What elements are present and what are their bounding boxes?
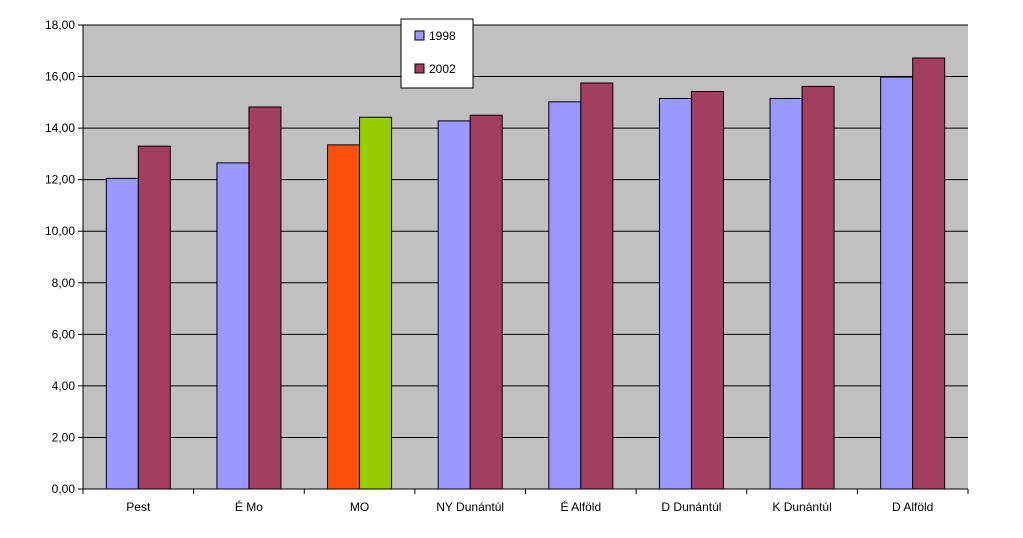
legend-box	[400, 18, 474, 89]
bar-2002-4	[580, 82, 614, 490]
legend-label-1998: 1998	[429, 29, 456, 43]
bar-1998-4	[548, 101, 582, 490]
y-tick-label: 16,00	[45, 70, 75, 84]
bar-1998-6	[769, 97, 803, 490]
x-tick-label: Pest	[126, 500, 151, 514]
y-axis-ticks: 0,00 2,00 4,00 6,00 8,00 10,00 12,00 14,00 16,00…	[45, 18, 83, 496]
y-tick-label: 12,00	[45, 173, 75, 187]
x-tick-label: K Dunántúl	[772, 500, 831, 514]
y-tick-label: 14,00	[45, 121, 75, 135]
bar-2002-2	[359, 116, 393, 490]
legend-swatch-2002	[414, 63, 425, 74]
plot-area	[83, 25, 968, 489]
legend: 1998 2002	[400, 18, 474, 89]
y-tick-label: 2,00	[52, 430, 76, 444]
x-tick-label: D Alföld	[892, 500, 933, 514]
bar-2002-5	[690, 91, 724, 490]
bar-1998-1	[216, 162, 250, 490]
bar-1998-7	[880, 76, 914, 490]
bar-1998-0	[105, 177, 139, 490]
y-tick-label: 4,00	[52, 379, 76, 393]
bar-1998-2	[327, 144, 361, 490]
y-tick-label: 0,00	[52, 482, 76, 496]
bars	[105, 57, 946, 490]
legend-label-2002: 2002	[429, 62, 456, 76]
y-tick-label: 18,00	[45, 18, 75, 32]
bar-1998-3	[437, 120, 471, 490]
bar-2002-0	[137, 145, 171, 490]
legend-swatch-1998	[414, 30, 425, 41]
x-tick-label: D Dunántúl	[661, 500, 721, 514]
bar-2002-3	[469, 114, 503, 490]
bar-1998-5	[658, 97, 692, 490]
bar-2002-6	[801, 85, 835, 490]
x-axis-ticks: Pest É Mo MO NY Dunántúl É Alföld D Dunántúl K…	[82, 489, 969, 514]
x-tick-label: É Mo	[235, 499, 263, 514]
bar-2002-1	[248, 106, 282, 490]
y-tick-label: 6,00	[52, 327, 76, 341]
x-tick-label: MO	[350, 500, 369, 514]
x-tick-label: É Alföld	[560, 499, 601, 514]
bar-2002-7	[912, 57, 946, 490]
x-tick-label: NY Dunántúl	[436, 500, 504, 514]
y-tick-label: 10,00	[45, 224, 75, 238]
y-tick-label: 8,00	[52, 276, 76, 290]
